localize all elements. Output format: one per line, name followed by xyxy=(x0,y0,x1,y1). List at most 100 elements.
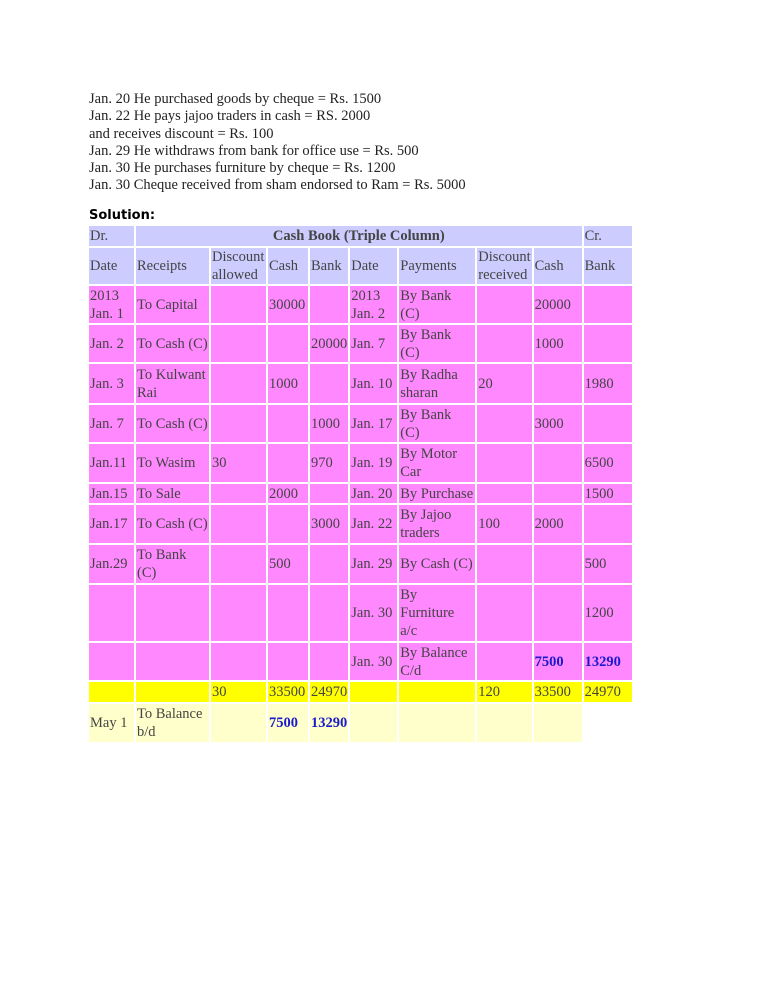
cell: By Cash (C) xyxy=(399,545,476,583)
cell: Bank xyxy=(310,248,349,284)
cell xyxy=(268,585,308,641)
cell: 30000 xyxy=(268,286,308,323)
cell: 500 xyxy=(583,545,632,583)
cell xyxy=(477,405,532,442)
cash-book-table: Dr. Cash Book (Triple Column) Cr. Date Re… xyxy=(87,224,634,744)
cell: Cash xyxy=(268,248,308,284)
cell: Jan. 7 xyxy=(89,405,134,442)
cell: 2000 xyxy=(533,505,582,543)
cell: 3000 xyxy=(533,405,582,442)
cell: 20000 xyxy=(310,325,349,362)
cell xyxy=(533,704,582,742)
table-row: Jan. 30 By Furniture a/c 1200 xyxy=(89,585,632,641)
table-row: Jan.15 To Sale 2000 Jan. 20 By Purchase 1500 xyxy=(89,484,632,503)
cell xyxy=(477,704,532,742)
cell xyxy=(477,643,532,680)
cell: To Bank (C) xyxy=(136,545,209,583)
cell xyxy=(211,325,266,362)
cell: 30 xyxy=(211,444,266,482)
cell: Jan. 22 xyxy=(350,505,398,543)
intro-line: Jan. 30 He purchases furniture by cheque… xyxy=(89,160,396,177)
cell: 20 xyxy=(477,364,532,403)
cell xyxy=(211,484,266,503)
cell xyxy=(211,704,266,742)
cell xyxy=(477,286,532,323)
cell: Jan. 10 xyxy=(350,364,398,403)
cell: Jan. 30 xyxy=(350,585,398,641)
totals-row: 30 33500 24970 120 33500 24970 xyxy=(89,682,632,702)
header-row: Date Receipts Discount allowed Cash Bank Date… xyxy=(89,248,632,284)
cell: 33500 xyxy=(268,682,308,702)
table-title: Cash Book (Triple Column) xyxy=(136,226,582,246)
cell: To Cash (C) xyxy=(136,405,209,442)
dr-label: Dr. xyxy=(89,226,134,246)
cell xyxy=(89,643,134,680)
intro-line: and receives discount = Rs. 100 xyxy=(89,125,274,142)
cell: By Bank (C) xyxy=(399,286,476,323)
intro-line: Jan. 30 Cheque received from sham endors… xyxy=(89,177,466,194)
cell xyxy=(211,585,266,641)
cell xyxy=(89,682,134,702)
title-row: Dr. Cash Book (Triple Column) Cr. xyxy=(89,226,632,246)
cell xyxy=(583,325,632,362)
cell xyxy=(89,585,134,641)
cell xyxy=(136,682,209,702)
cell: Date xyxy=(89,248,134,284)
cell xyxy=(211,364,266,403)
cell: To Capital xyxy=(136,286,209,323)
cell: By Radha sharan xyxy=(399,364,476,403)
cell xyxy=(350,682,398,702)
cell: Jan.15 xyxy=(89,484,134,503)
cell: Jan. 20 xyxy=(350,484,398,503)
cell xyxy=(477,325,532,362)
cell: To Kulwant Rai xyxy=(136,364,209,403)
cell: By Motor Car xyxy=(399,444,476,482)
cell: To Sale xyxy=(136,484,209,503)
cell xyxy=(533,585,582,641)
cell: 1500 xyxy=(583,484,632,503)
table-row: Jan. 2 To Cash (C) 20000 Jan. 7 By Bank (C) 1… xyxy=(89,325,632,362)
cell: Cash xyxy=(533,248,582,284)
cell xyxy=(477,545,532,583)
cell: Jan. 19 xyxy=(350,444,398,482)
intro-line: Jan. 22 He pays jajoo traders in cash = … xyxy=(89,108,371,125)
cell: 6500 xyxy=(583,444,632,482)
cell xyxy=(310,484,349,503)
cell: 2000 xyxy=(268,484,308,503)
cell: 1000 xyxy=(533,325,582,362)
cell xyxy=(268,505,308,543)
cell: 120 xyxy=(477,682,532,702)
cell: To Cash (C) xyxy=(136,505,209,543)
cell xyxy=(399,682,476,702)
cell: Jan. 2 xyxy=(89,325,134,362)
cell: Jan. 30 xyxy=(350,643,398,680)
balance-row: May 1 To Balance b/d 7500 13290 xyxy=(89,704,632,742)
cell xyxy=(310,643,349,680)
cell: By Balance C/d xyxy=(399,643,476,680)
table-row: Jan.11 To Wasim 30 970 Jan. 19 By Motor Car 65… xyxy=(89,444,632,482)
cell: 1980 xyxy=(583,364,632,403)
cell: 30 xyxy=(211,682,266,702)
cell xyxy=(477,484,532,503)
cell: By Purchase xyxy=(399,484,476,503)
cell xyxy=(477,585,532,641)
cell: 100 xyxy=(477,505,532,543)
cell: Jan.17 xyxy=(89,505,134,543)
cell xyxy=(310,286,349,323)
cell: Discount allowed xyxy=(211,248,266,284)
cell xyxy=(583,405,632,442)
cell: 1200 xyxy=(583,585,632,641)
cell xyxy=(583,505,632,543)
cell xyxy=(211,545,266,583)
empty-cell xyxy=(584,704,632,742)
table-row: Jan. 3 To Kulwant Rai 1000 Jan. 10 By Radha … xyxy=(89,364,632,403)
cell: 24970 xyxy=(583,682,632,702)
cell: 33500 xyxy=(533,682,582,702)
cell: 1000 xyxy=(310,405,349,442)
cell: Discount received xyxy=(477,248,532,284)
cell: 500 xyxy=(268,545,308,583)
cell: 1000 xyxy=(268,364,308,403)
cell xyxy=(268,325,308,362)
cell: Bank xyxy=(583,248,632,284)
cell xyxy=(268,405,308,442)
